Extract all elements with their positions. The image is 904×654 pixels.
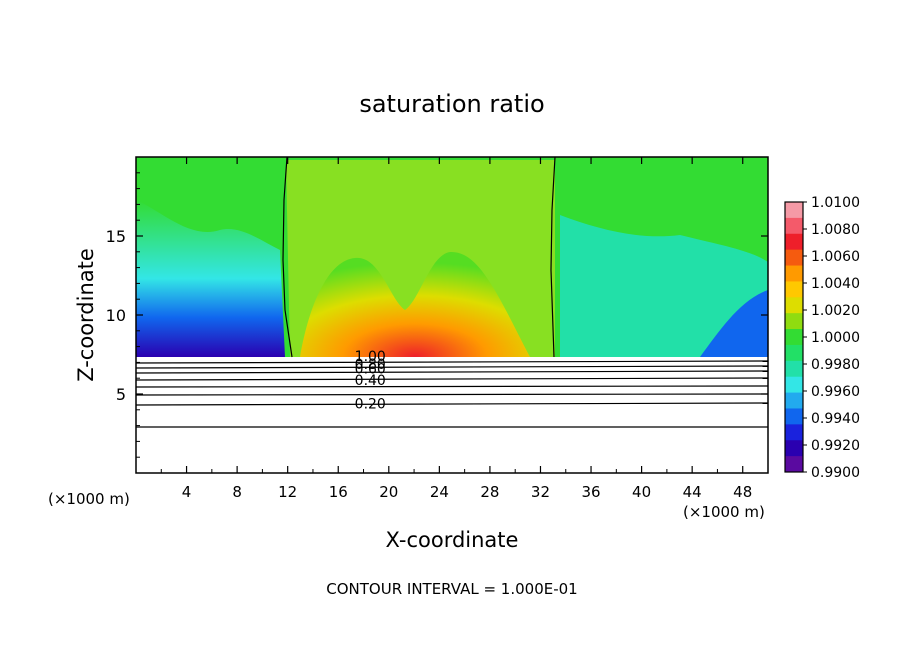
chart-title: saturation ratio [359,90,544,118]
colorbar-tick-label: 1.0080 [811,222,860,238]
colorbar-swatch [785,313,803,330]
contour-line [136,402,768,406]
colorbar-tick-label: 1.0040 [811,276,860,292]
y-axis: 5 10 15 [106,172,768,458]
colorbar-swatch [785,360,803,378]
x-tick-label: 8 [232,483,242,501]
lower-region [136,357,768,473]
contour-label: 1.00 [355,349,386,365]
colorbar-tick-label: 0.9980 [811,357,860,373]
x-axis-label: X-coordinate [386,528,519,552]
contour-label: 0.80 [355,357,386,373]
contour-line [136,370,768,374]
colorbar-swatch [785,376,803,394]
colorbar-tick-label: 0.9920 [811,438,860,454]
x-tick-label: 48 [733,483,752,501]
contour-line [282,157,293,358]
x-tick-label: 16 [329,483,348,501]
contour-line [550,157,556,358]
colorbar-tick-label: 1.0100 [811,195,860,211]
y-tick-label: 15 [106,227,126,246]
colorbar-swatch [785,249,803,267]
colorbar-swatch [785,440,803,457]
colorbar-swatch [785,392,803,409]
colorbar: 1.0100 1.0080 1.0060 1.0040 1.0020 1.0000 0.99… [784,195,860,481]
contour-label: 0.20 [355,396,386,412]
colorbar-swatch [785,265,803,282]
contour-line [136,385,768,388]
right-blue-region [700,290,768,357]
contour-labels: 1.000.800.600.40 0.20 [355,349,386,412]
x-tick-label: 40 [632,483,651,501]
colorbar-tick-label: 1.0060 [811,249,860,265]
right-dry-region [560,215,768,357]
contour-line [136,377,768,381]
contour-line [136,365,768,369]
colorbar-swatch [785,424,803,441]
colorbar-swatch [785,281,803,298]
colorbar-swatch [785,456,803,473]
contour-label: 0.40 [355,373,386,389]
colorbar-swatch [785,233,803,251]
x-tick-label: 32 [531,483,550,501]
x-axis: 4 8 12 16 20 24 28 32 36 40 44 48 [160,157,752,501]
colorbar-tick-label: 0.9900 [811,465,860,481]
left-dry-region [136,200,285,357]
colorbar-swatch [785,329,803,346]
contour-line [136,360,768,364]
contour-lines [136,157,768,428]
y-tick-label: 5 [116,385,126,404]
plot-area [136,157,768,473]
contour-interval-note: CONTOUR INTERVAL = 1.000E-01 [326,580,577,598]
x-tick-label: 44 [683,483,702,501]
y-tick-label: 10 [106,306,126,325]
colorbar-tick-label: 1.0000 [811,330,860,346]
contour-line [136,393,768,396]
central-yellow-region [300,251,530,357]
colorbar-swatch [785,217,803,235]
colorbar-swatch [785,344,803,362]
x-tick-label: 4 [182,483,192,501]
colorbar-tick-label: 1.0020 [811,303,860,319]
x-tick-label: 12 [278,483,297,501]
x-unit-left: (×1000 m) [48,490,130,508]
colorbar-tick-label: 0.9940 [811,411,860,427]
x-tick-label: 24 [430,483,449,501]
x-tick-label: 28 [480,483,499,501]
x-tick-label: 36 [581,483,600,501]
colorbar-swatch [785,408,803,425]
x-tick-label: 20 [379,483,398,501]
x-unit-right: (×1000 m) [683,503,765,521]
colorbar-swatch [785,202,803,219]
colorbar-tick-label: 0.9960 [811,384,860,400]
colorbar-swatch [785,297,803,314]
y-axis-label: Z-coordinate [74,248,98,382]
contour-label: 0.60 [355,362,386,378]
